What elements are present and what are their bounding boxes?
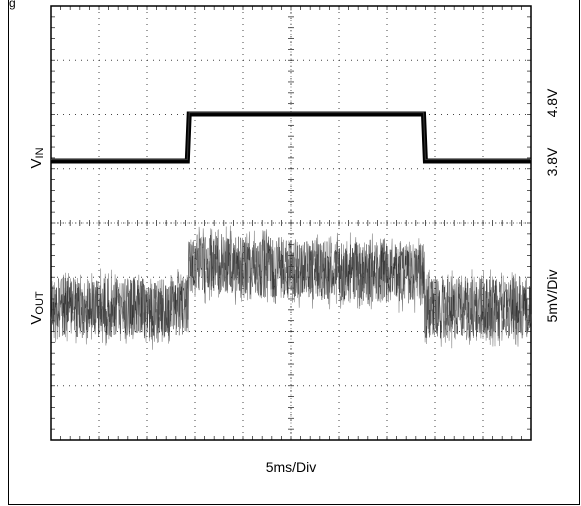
grid xyxy=(50,5,532,441)
figure-label: g xyxy=(9,0,16,10)
vin-scale-4.8: 4.8V xyxy=(544,88,560,117)
vout-label: VOUT xyxy=(28,291,46,325)
vout-trace-dense xyxy=(50,234,532,339)
figure-frame: g xyxy=(8,0,580,505)
vin-trace-noise xyxy=(51,111,531,161)
traces xyxy=(50,111,532,350)
vin-trace xyxy=(51,111,531,164)
x-axis-label: 5ms/Div xyxy=(266,459,317,475)
vout-scale-label: 5mV/Div xyxy=(544,270,560,323)
vin-label: VIN xyxy=(28,147,46,168)
vin-scale-3.8: 3.8V xyxy=(544,147,560,176)
plot-border xyxy=(50,5,532,441)
